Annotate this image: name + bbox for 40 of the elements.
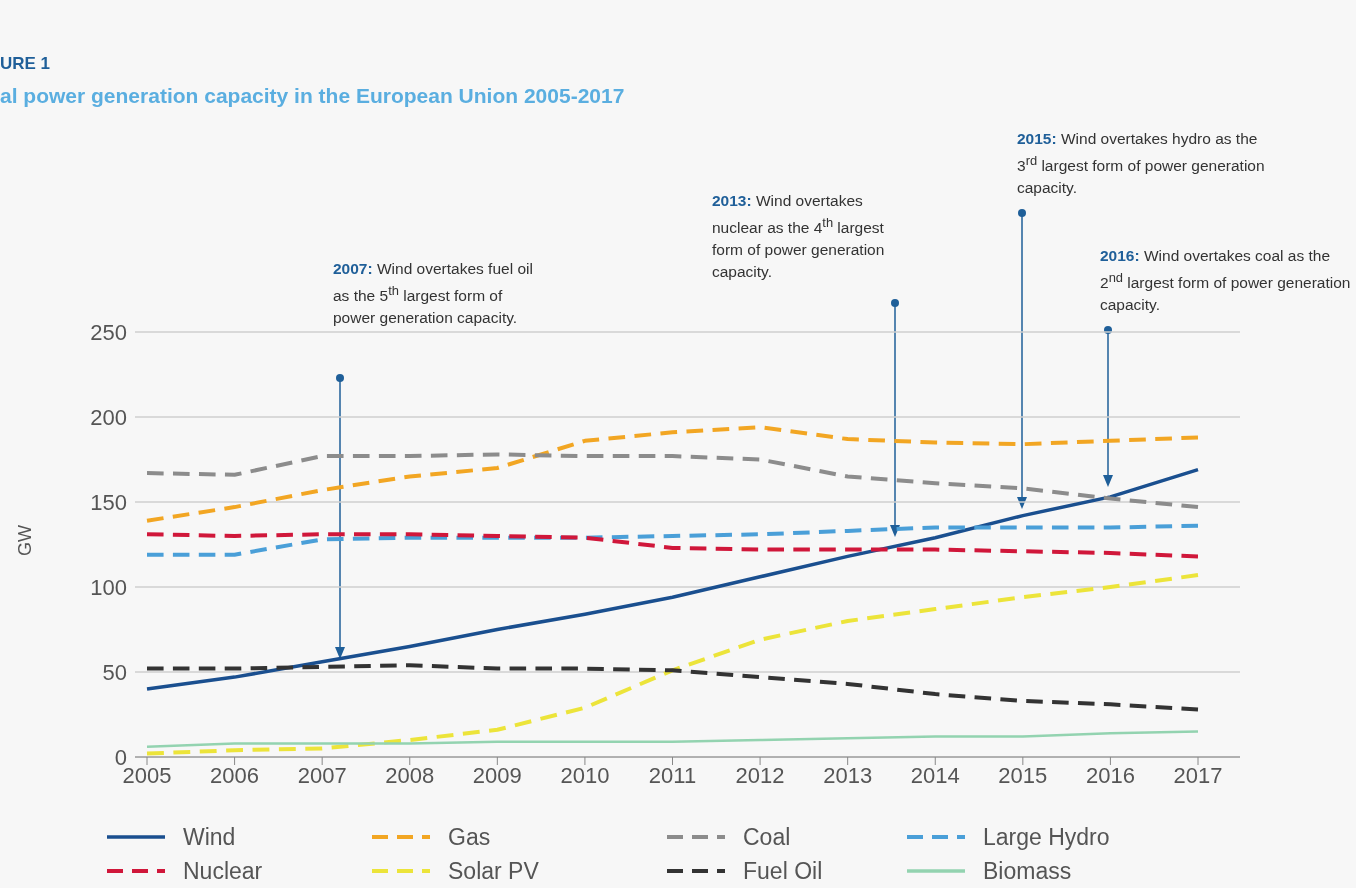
- line-series: [145, 523, 1200, 557]
- x-tick-label: 2008: [385, 762, 435, 788]
- x-tick-label: 2006: [210, 762, 260, 788]
- x-tick-label: 2010: [560, 762, 610, 788]
- line-series: [145, 532, 1200, 559]
- legend-label: Wind: [183, 823, 236, 851]
- y-tick-label: 250: [90, 319, 127, 345]
- line-series: [145, 452, 1200, 510]
- text: 2016: Wind overtakes coal as the 2$^{nd}$ largest form of power generation capacity.: [1100, 247, 1351, 314]
- line-series: [145, 663, 1200, 712]
- legend-label: Fuel Oil: [743, 857, 823, 885]
- x-tick-label: 2011: [648, 762, 697, 788]
- text: 2015: Wind overtakes hydro as the 3$^{rd}$ largest form of power generation capacity.: [1017, 130, 1265, 197]
- chart-title: URE 1: [0, 54, 51, 74]
- y-tick-label: 50: [102, 659, 127, 685]
- legend-label: Large Hydro: [983, 823, 1110, 851]
- x-tick-label: 2015: [998, 762, 1048, 788]
- chart-subtitle: al power generation capacity in the European Union 2005-2017: [0, 84, 625, 108]
- line-series: [145, 467, 1200, 691]
- line-series: [145, 425, 1200, 523]
- x-tick-label: 2007: [297, 762, 347, 788]
- y-tick-label: 100: [90, 574, 127, 600]
- text: 2013: Wind overtakes nuclear as the 4$^{th}$ largest form of power generation capacity.: [712, 192, 885, 281]
- y-axis-title: GW: [15, 525, 36, 556]
- legend-label: Biomass: [983, 857, 1072, 885]
- legend-label: Coal: [743, 823, 791, 851]
- x-tick-label: 2014: [910, 762, 960, 788]
- x-tick-label: 2017: [1173, 762, 1223, 788]
- text: 2007: Wind overtakes fuel oil as the 5$^{th}$ largest form of power generation capacity.: [333, 260, 533, 327]
- x-tick-label: 2016: [1085, 762, 1135, 788]
- x-tick-label: 2009: [472, 762, 522, 788]
- line-series: [145, 573, 1200, 756]
- legend-label: Nuclear: [183, 857, 263, 885]
- y-tick-label: 150: [90, 489, 127, 515]
- line-series: [145, 730, 1200, 749]
- x-tick-label: 2013: [823, 762, 873, 788]
- legend-label: Gas: [448, 823, 491, 851]
- legend-label: Solar PV: [448, 857, 539, 885]
- y-tick-label: 200: [90, 404, 127, 430]
- x-tick-label: 2012: [735, 762, 785, 788]
